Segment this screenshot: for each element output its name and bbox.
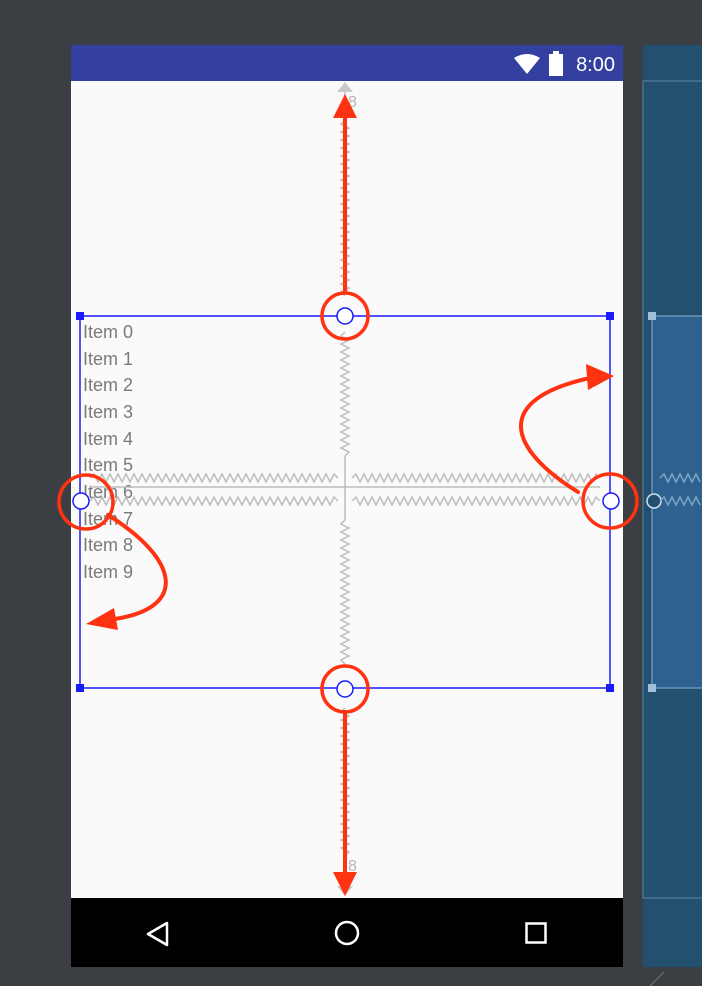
annotation-arrows (106, 114, 592, 874)
constraint-springs (89, 88, 701, 857)
list-item: Item 0 (83, 322, 134, 342)
navigation-bar (71, 898, 623, 967)
list-item: Item 8 (83, 535, 134, 555)
right-constraint-anchor[interactable] (602, 492, 620, 510)
list-item: Item 5 (83, 455, 134, 475)
resize-handle-top-right[interactable] (606, 312, 614, 320)
list-item: Item 2 (83, 375, 134, 395)
home-icon[interactable] (334, 920, 360, 946)
battery-icon (549, 51, 563, 76)
top-constraint-anchor[interactable] (336, 307, 354, 325)
resize-handle-top-left[interactable] (76, 312, 84, 320)
list-item: Item 9 (83, 562, 134, 582)
status-bar: 8:00 (71, 45, 623, 81)
list-item: Item 4 (83, 429, 134, 449)
resize-handle-bottom-right[interactable] (606, 684, 614, 692)
bottom-margin-label: 8 (348, 858, 357, 875)
list-item: Item 3 (83, 402, 134, 422)
recents-icon[interactable] (525, 922, 547, 944)
blueprint-outline (642, 80, 702, 899)
annotation-arrowheads (86, 94, 614, 896)
top-anchor-arrow (337, 82, 353, 92)
back-icon[interactable] (145, 921, 171, 947)
decoration-line (649, 971, 665, 986)
wifi-icon (514, 54, 540, 74)
resize-handle-bottom-left[interactable] (76, 684, 84, 692)
list-item: Item 1 (83, 349, 134, 369)
status-time: 8:00 (576, 54, 615, 76)
top-margin-label: 8 (348, 94, 357, 111)
bottom-constraint-anchor[interactable] (336, 680, 354, 698)
left-constraint-anchor[interactable] (72, 492, 90, 510)
